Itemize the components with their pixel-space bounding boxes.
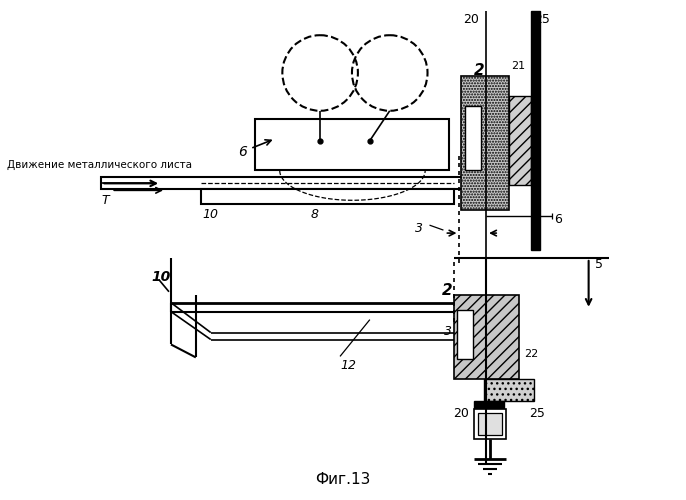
- Bar: [465, 106, 481, 170]
- Text: 22: 22: [524, 350, 539, 360]
- Text: 8: 8: [310, 208, 318, 221]
- Text: 20: 20: [463, 14, 480, 26]
- Bar: [531, 12, 540, 250]
- Text: 25: 25: [534, 14, 549, 26]
- Text: 25: 25: [529, 407, 545, 420]
- Bar: [454, 294, 519, 380]
- Text: 2: 2: [442, 283, 453, 298]
- Bar: [201, 190, 454, 204]
- Text: T: T: [102, 194, 109, 207]
- Text: Фиг.13: Фиг.13: [316, 472, 370, 486]
- Text: 10: 10: [151, 270, 170, 284]
- Bar: [474, 401, 504, 409]
- Text: 3: 3: [414, 222, 423, 235]
- Bar: [255, 118, 449, 171]
- Text: 6: 6: [239, 140, 271, 158]
- Bar: [474, 409, 506, 439]
- Text: 6: 6: [554, 213, 562, 226]
- Bar: [462, 76, 509, 210]
- Text: 5: 5: [595, 258, 602, 271]
- Bar: [102, 178, 489, 190]
- Text: 3: 3: [445, 324, 453, 338]
- Bar: [478, 413, 502, 435]
- Text: 2: 2: [474, 63, 484, 78]
- Text: 21: 21: [511, 61, 525, 71]
- Bar: [484, 380, 534, 401]
- Text: 10: 10: [203, 208, 219, 221]
- Bar: [509, 96, 531, 186]
- Text: 12: 12: [340, 360, 356, 372]
- Bar: [458, 310, 473, 360]
- Text: 20: 20: [453, 407, 469, 420]
- Text: Движение металлического листа: Движение металлического листа: [7, 160, 192, 170]
